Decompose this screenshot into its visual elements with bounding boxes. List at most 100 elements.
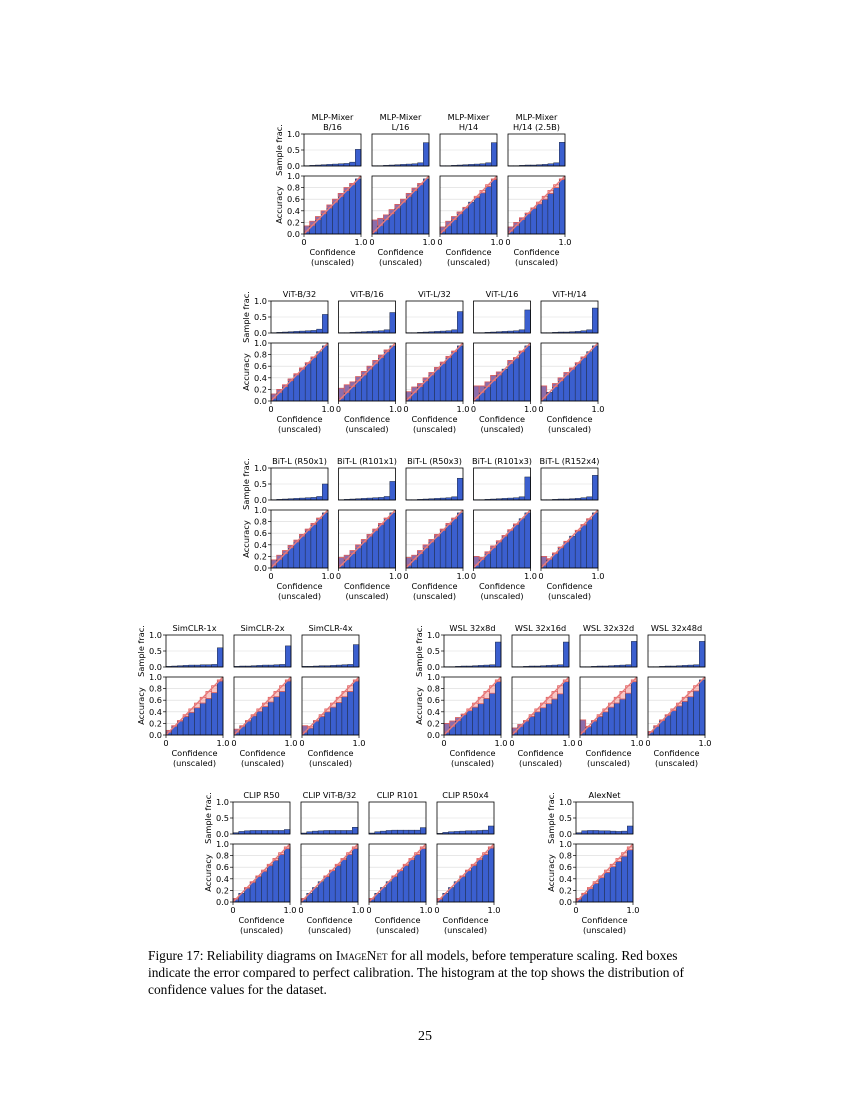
y-tick-label: 1.0 [427,672,440,682]
accuracy-bar [372,528,379,569]
y-tick-label: 0.0 [254,563,267,573]
hist-bar [334,830,342,835]
hist-bar [402,829,410,835]
accuracy-bar [631,681,638,736]
accuracy-bar [445,523,452,569]
accuracy-bar [353,680,360,736]
y-tick-label: 0.4 [287,206,300,216]
accuracy-frame [301,676,360,736]
x-axis-label-secondary: (unscaled) [519,758,562,768]
accuracy-bar [524,512,531,569]
accuracy-bar [472,706,479,736]
hist-bar [383,496,391,501]
panel-title: H/14 (2.5B) [513,122,560,132]
hist-bar [592,830,600,835]
panel-title: WSL 32x16d [515,623,566,633]
accuracy-y-axis-label: Accuracy [274,186,284,224]
y-tick-label: 0.6 [254,361,267,371]
x-tick-label: 1.0 [321,404,334,414]
accuracy-bar [451,350,458,402]
x-axis-label: Confidence [442,915,488,925]
x-axis-label-secondary: (unscaled) [278,591,321,601]
accuracy-bar [262,706,269,736]
perfect-calibration-diagonal [540,509,599,569]
y-tick-label: 0.5 [149,646,162,656]
y-tick-label: 0.6 [149,695,162,705]
x-axis-label: Confidence [546,581,592,591]
y-tick-label: 0.8 [216,851,229,861]
y-tick-label: 1.0 [216,797,229,807]
accuracy-frame [338,509,396,569]
hist-bar [699,641,706,668]
caption-dataset: ImageNet [335,948,388,963]
perfect-calibration-diagonal [368,843,427,903]
y-tick-label: 0.4 [216,874,229,884]
y-tick-label: 0.6 [254,528,267,538]
accuracy-bar [557,693,564,736]
accuracy-bar [457,345,464,402]
figure-caption: Figure 17: Reliability diagrams on Image… [148,947,708,998]
accuracy-bar [411,187,418,235]
caption-text-after: for all models, before temperature scali… [148,948,684,997]
accuracy-bar [563,541,570,569]
accuracy-bar [664,715,672,736]
accuracy-bar [621,855,628,903]
y-tick-label: 0.0 [254,396,267,406]
y-tick-label: 0.6 [427,695,440,705]
hist-bar [417,162,424,167]
accuracy-bar [323,876,330,903]
hist-y-axis-label: Sample frac. [414,625,424,677]
x-axis-label: Confidence [276,414,322,424]
hist-bar [587,830,594,835]
accuracy-bar [569,367,576,402]
hist-bar [586,329,593,334]
y-tick-label: 0.5 [254,312,267,322]
x-axis-label: Confidence [344,581,390,591]
accuracy-y-axis-label: Accuracy [203,854,213,892]
hist-bar [598,830,605,835]
accuracy-bar [625,692,632,736]
accuracy-bar [596,716,604,736]
accuracy-frame [405,509,464,569]
y-tick-label: 0.0 [559,829,572,839]
panel-title: ViT-B/32 [283,289,316,299]
x-tick-label: 0 [298,905,303,915]
hist-frame [300,801,359,835]
x-axis-label: Confidence [449,748,495,758]
accuracy-bar [423,178,430,235]
x-axis-label: Confidence [374,915,420,925]
accuracy-bar [329,870,336,903]
accuracy-bar [316,517,323,569]
x-tick-label: 0 [434,905,439,915]
x-tick-label: 1.0 [321,571,334,581]
accuracy-frame [511,676,570,736]
hist-y-axis-label: Sample frac. [241,458,251,510]
accuracy-bar [482,854,489,903]
panel-title: SimCLR-1x [172,623,216,633]
hist-bar [581,830,588,835]
hist-bar [563,641,570,668]
panel-title: WSL 32x8d [449,623,495,633]
y-tick-label: 0.4 [254,540,267,550]
accuracy-bar [346,854,353,903]
accuracy-bar [372,360,379,402]
perfect-calibration-diagonal [233,676,292,736]
accuracy-bar [687,696,694,736]
accuracy-bar [420,848,427,903]
x-axis-label-secondary: (unscaled) [480,424,523,434]
x-axis-label: Confidence [171,748,217,758]
hist-bar [604,830,611,835]
y-tick-label: 0.0 [287,161,300,171]
perfect-calibration-diagonal [405,342,464,402]
x-tick-label: 1.0 [490,237,503,247]
hist-bar [518,329,526,334]
accuracy-bar [267,701,275,736]
y-tick-label: 1.0 [559,839,572,849]
hist-bar [266,830,274,835]
accuracy-bar [355,178,362,235]
